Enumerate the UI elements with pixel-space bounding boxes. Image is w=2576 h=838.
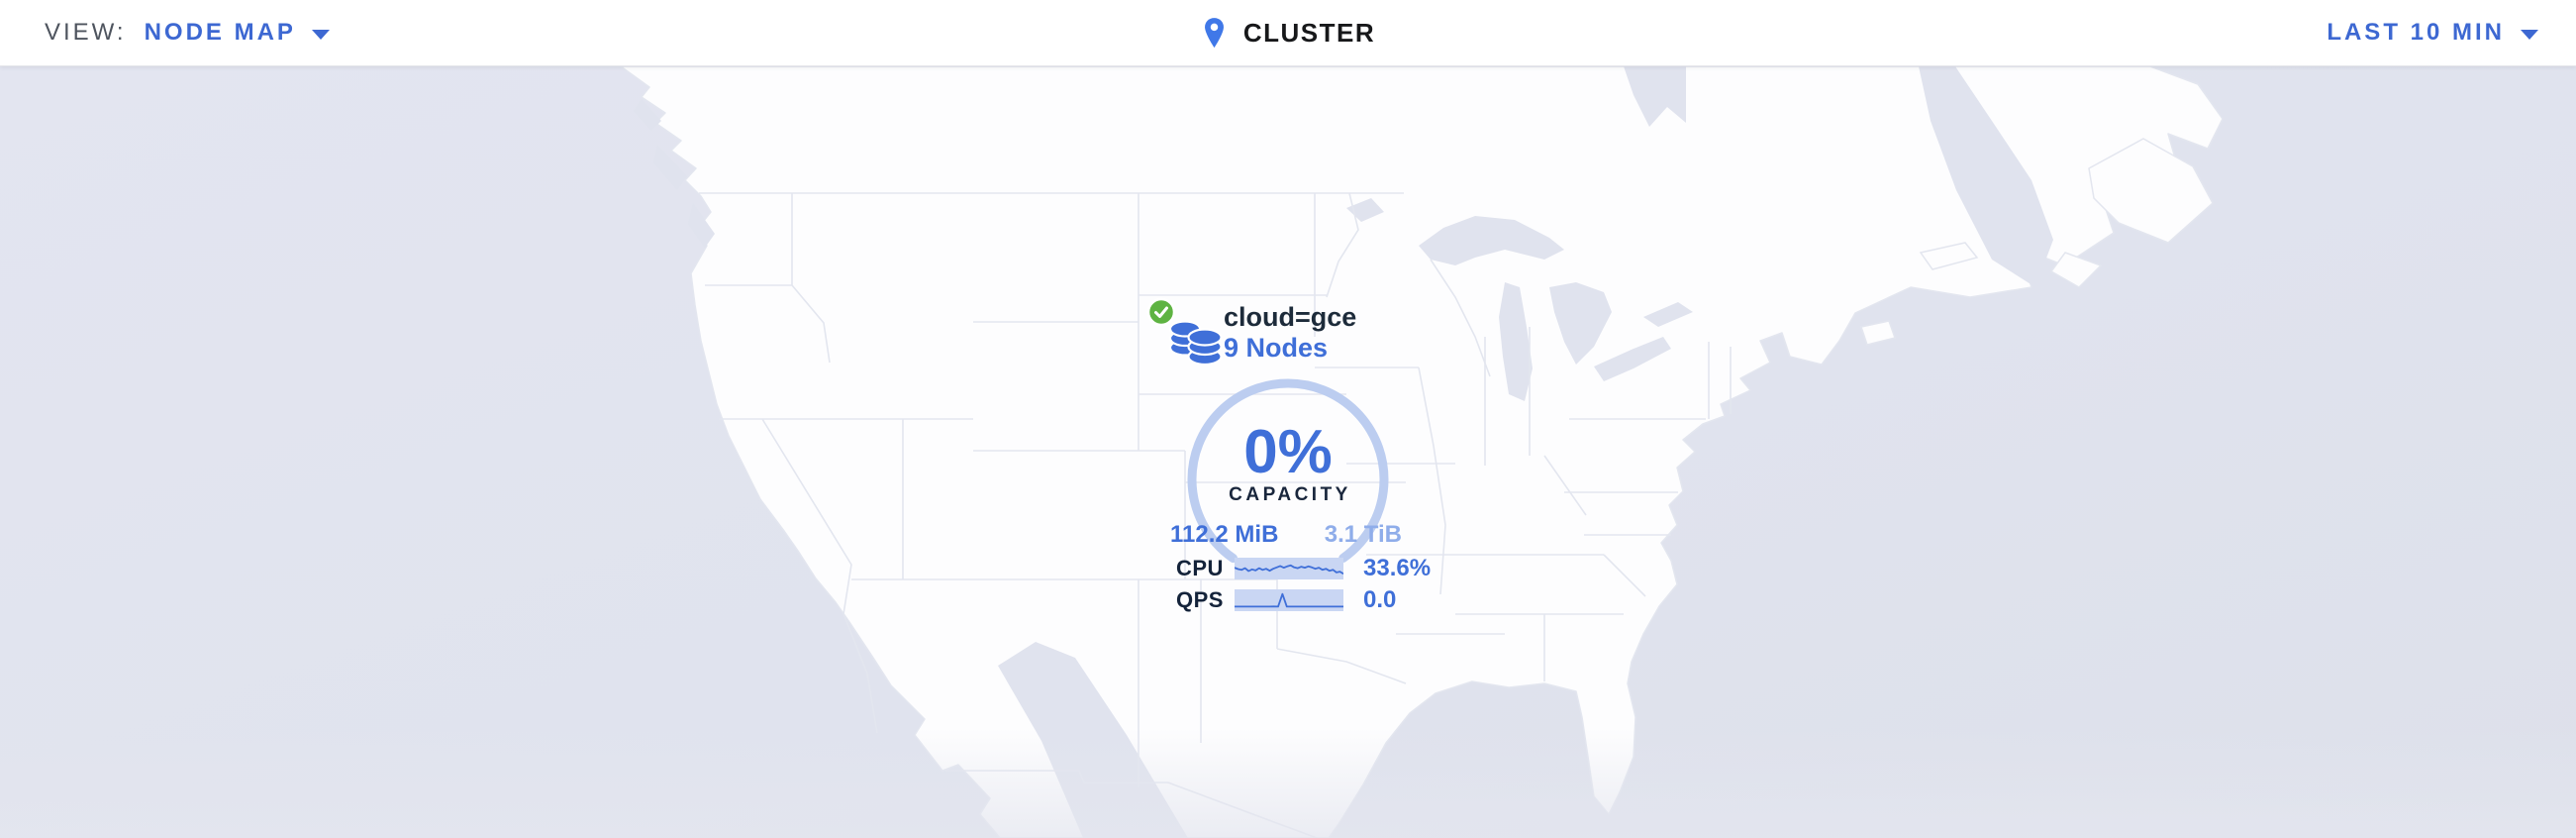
toolbar: VIEW: NODE MAP CLUSTER LAST 10 MIN bbox=[0, 0, 2576, 66]
time-range-selector[interactable]: LAST 10 MIN bbox=[2327, 19, 2538, 47]
cpu-value: 33.6% bbox=[1363, 555, 1432, 581]
qps-sparkline bbox=[1235, 589, 1343, 611]
cpu-sparkline bbox=[1235, 558, 1343, 579]
qps-value: 0.0 bbox=[1363, 586, 1397, 613]
chevron-down-icon bbox=[2521, 29, 2538, 40]
storage-row: 112.2 MiB 3.1 TiB bbox=[1170, 521, 1402, 549]
capacity-gauge-arc bbox=[1187, 378, 1389, 580]
lake-michigan bbox=[1499, 282, 1533, 401]
lake-of-the-woods bbox=[1346, 198, 1384, 222]
map-pin-icon bbox=[1204, 17, 1224, 48]
cpu-label: CPU bbox=[1176, 556, 1224, 580]
locality-marker[interactable]: cloud=gce 9 Nodes bbox=[1139, 292, 1436, 441]
islands bbox=[1860, 138, 2214, 346]
breadcrumb[interactable]: CLUSTER bbox=[1201, 17, 1375, 50]
lake-erie bbox=[1594, 337, 1671, 381]
locality-label: cloud=gce bbox=[1224, 302, 1357, 332]
lake-ontario bbox=[1643, 302, 1693, 327]
locality-node-count: 9 Nodes bbox=[1224, 333, 1329, 363]
database-stack-icon bbox=[1168, 320, 1223, 366]
capacity-label: CAPACITY bbox=[1229, 484, 1351, 505]
qps-label: QPS bbox=[1176, 587, 1224, 612]
lake-superior bbox=[1419, 216, 1564, 265]
view-selector-value: NODE MAP bbox=[144, 19, 296, 46]
view-label: VIEW: bbox=[45, 19, 127, 46]
capacity-total: 3.1 TiB bbox=[1324, 521, 1402, 548]
chevron-down-icon bbox=[311, 29, 330, 40]
view-selector[interactable]: NODE MAP bbox=[145, 19, 330, 47]
check-circle-icon bbox=[1146, 297, 1176, 327]
capacity-used: 112.2 MiB bbox=[1170, 521, 1279, 548]
capacity-gauge: 0% CAPACITY bbox=[1187, 378, 1389, 580]
node-map: cloud=gce 9 Nodes 0% CAPACITY 112.2 MiB … bbox=[0, 66, 2576, 838]
qps-metric-row: QPS 0.0 bbox=[1176, 586, 1397, 613]
capacity-percent: 0% bbox=[1243, 418, 1333, 486]
breadcrumb-cluster: CLUSTER bbox=[1242, 17, 1376, 48]
time-range-value: LAST 10 MIN bbox=[2327, 19, 2505, 46]
lake-huron bbox=[1549, 282, 1612, 365]
cpu-metric-row: CPU 33.6% bbox=[1176, 555, 1432, 581]
